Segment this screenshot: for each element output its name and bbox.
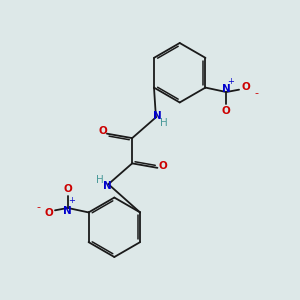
Text: N: N: [63, 206, 72, 216]
Text: O: O: [158, 161, 167, 171]
Text: N: N: [103, 181, 111, 191]
Text: O: O: [222, 106, 231, 116]
Text: O: O: [241, 82, 250, 92]
Text: +: +: [68, 196, 75, 205]
Text: O: O: [98, 126, 107, 136]
Text: -: -: [254, 88, 258, 98]
Text: +: +: [227, 77, 234, 86]
Text: O: O: [63, 184, 72, 194]
Text: -: -: [36, 202, 40, 212]
Text: H: H: [160, 118, 168, 128]
Text: O: O: [44, 208, 53, 218]
Text: H: H: [96, 175, 104, 185]
Text: N: N: [153, 111, 162, 121]
Text: N: N: [222, 84, 231, 94]
